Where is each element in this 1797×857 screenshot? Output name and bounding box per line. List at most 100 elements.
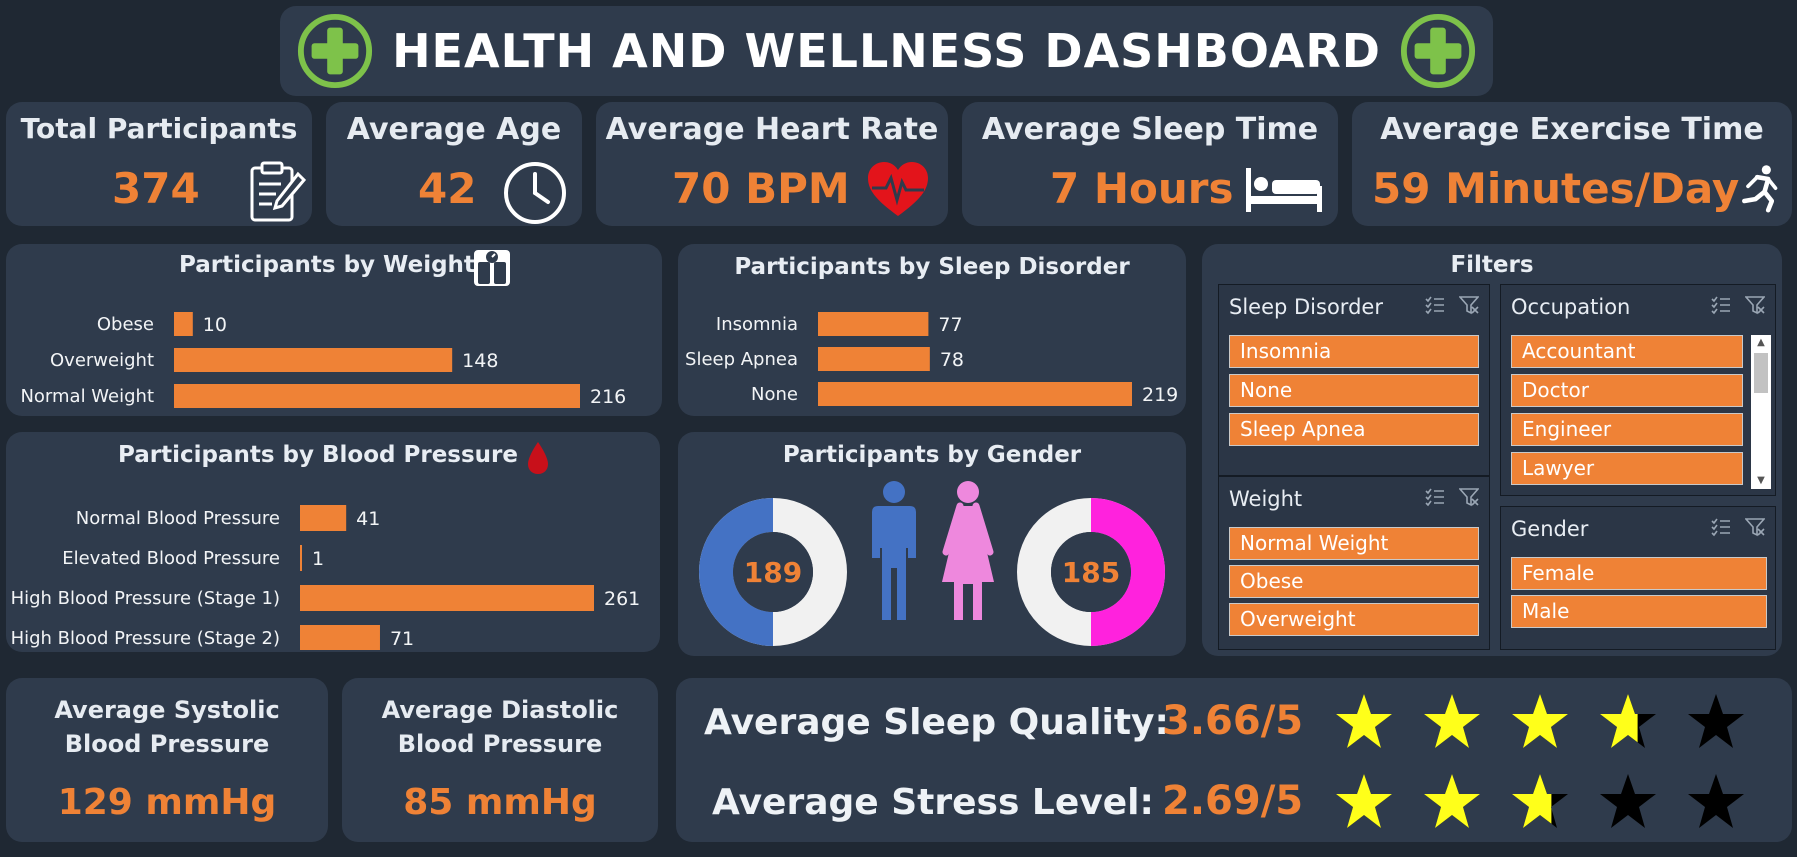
weight-slicer[interactable]: Weight Normal Weight Obese Overweight	[1218, 476, 1490, 650]
sleep-disorder-slicer[interactable]: Sleep Disorder Insomnia None Sleep Apnea	[1218, 284, 1490, 476]
bar-value-label: 77	[938, 314, 962, 336]
bar[interactable]	[818, 347, 930, 371]
slicer-item-sleep-apnea[interactable]: Sleep Apnea	[1229, 413, 1479, 446]
slicer-title: Occupation	[1511, 295, 1631, 319]
donut-segment	[699, 498, 774, 646]
scroll-up-arrow[interactable]: ▲	[1757, 337, 1765, 348]
bar-category-label: Insomnia	[716, 314, 798, 335]
heartbeat-icon	[868, 162, 928, 216]
slicer-title: Sleep Disorder	[1229, 295, 1383, 319]
systolic-value: 129 mmHg	[57, 782, 277, 823]
bar[interactable]	[300, 505, 347, 531]
sleep-quality-stars	[1328, 692, 1752, 752]
star-half-icon	[1600, 694, 1656, 748]
slicer-icons	[1425, 487, 1479, 507]
weight-chart-panel: Participants by Weight Obese 10 Overweight…	[6, 244, 662, 416]
dashboard-title: HEALTH AND WELLNESS DASHBOARD	[392, 24, 1381, 78]
slicer-item-overweight[interactable]: Overweight	[1229, 603, 1479, 636]
clipboard-icon	[250, 161, 306, 222]
chart-title: Participants by Blood Pressure	[118, 442, 518, 468]
sleep-quality-value: 3.66/5	[1162, 698, 1304, 744]
bar-value-label: 71	[390, 628, 414, 650]
bar-category-label: High Blood Pressure (Stage 2)	[11, 628, 280, 649]
bar-category-label: Normal Weight	[20, 386, 154, 407]
bar-value-label: 78	[940, 349, 964, 371]
bar-value-label: 219	[1142, 384, 1178, 406]
kpi-average-exercise-time: Average Exercise Time 59 Minutes/Day	[1352, 102, 1792, 226]
stress-level-label: Average Stress Level:	[712, 782, 1154, 823]
occupation-scrollbar[interactable]: ▲ ▼	[1751, 335, 1771, 489]
slicer-icons	[1711, 517, 1765, 537]
star-filled-icon	[1424, 694, 1480, 748]
bar[interactable]	[174, 384, 580, 408]
slicer-title: Weight	[1229, 487, 1303, 511]
donut-segment	[1090, 498, 1165, 646]
bar[interactable]	[818, 312, 929, 336]
select-all-icon[interactable]	[1711, 517, 1731, 537]
bar[interactable]	[818, 382, 1132, 406]
star-empty-icon	[1600, 774, 1656, 828]
weight-bar-chart: Obese 10 Overweight 148 Normal Weight 216	[20, 312, 626, 408]
kpi-value: 7 Hours	[1050, 164, 1234, 213]
star-filled-icon	[1336, 774, 1392, 828]
bar[interactable]	[300, 625, 380, 650]
sleep-disorder-bar-chart: Insomnia 77 Sleep Apnea 78 None 219	[685, 312, 1178, 406]
slicer-item-doctor[interactable]: Doctor	[1511, 374, 1743, 407]
diastolic-bp-card: Average Diastolic Blood Pressure 85 mmHg	[342, 678, 658, 842]
sleep-quality-label: Average Sleep Quality:	[704, 702, 1169, 743]
bar[interactable]	[300, 585, 594, 611]
bar-value-label: 41	[356, 508, 380, 530]
female-icon	[942, 481, 994, 620]
gender-donut[interactable]: 185	[1017, 498, 1165, 646]
select-all-icon[interactable]	[1711, 295, 1731, 315]
bar-value-label: 148	[462, 350, 498, 372]
scroll-thumb[interactable]	[1754, 353, 1768, 393]
donut-value: 185	[1062, 556, 1120, 589]
kpi-average-sleep-time: Average Sleep Time 7 Hours	[962, 102, 1338, 226]
slicer-item-accountant[interactable]: Accountant	[1511, 335, 1743, 368]
bar[interactable]	[174, 312, 193, 336]
bar-category-label: None	[751, 384, 798, 405]
bar-value-label: 1	[312, 548, 324, 570]
bar[interactable]	[174, 348, 453, 372]
card-title-line2: Blood Pressure	[64, 730, 270, 758]
slicer-title: Gender	[1511, 517, 1589, 541]
runner-icon	[1742, 165, 1778, 213]
slicer-item-insomnia[interactable]: Insomnia	[1229, 335, 1479, 368]
kpi-average-age: Average Age 42	[326, 102, 582, 226]
select-all-icon[interactable]	[1425, 295, 1445, 315]
slicer-item-none[interactable]: None	[1229, 374, 1479, 407]
kpi-title: Total Participants	[20, 112, 298, 145]
donut-value: 189	[744, 556, 802, 589]
bar[interactable]	[300, 545, 302, 571]
clear-filter-icon[interactable]	[1459, 487, 1479, 507]
stress-level-value: 2.69/5	[1162, 778, 1304, 824]
clear-filter-icon[interactable]	[1745, 295, 1765, 315]
medical-plus-icon	[1400, 13, 1475, 89]
slicer-item-lawyer[interactable]: Lawyer	[1511, 452, 1743, 485]
clear-filter-icon[interactable]	[1459, 295, 1479, 315]
occupation-slicer[interactable]: Occupation Accountant Doctor Engineer La…	[1500, 284, 1776, 496]
blood-pressure-chart-panel: Participants by Blood Pressure Normal Bl…	[6, 432, 660, 652]
donut-hole	[1051, 532, 1131, 612]
gender-slicer[interactable]: Gender Female Male	[1500, 506, 1776, 650]
bar-category-label: Overweight	[50, 350, 154, 371]
gender-donut[interactable]: 189	[699, 498, 847, 646]
blood-pressure-bar-chart: Normal Blood Pressure 41 Elevated Blood Pr…	[11, 505, 640, 650]
select-all-icon[interactable]	[1425, 487, 1445, 507]
bar-value-label: 216	[590, 386, 626, 408]
slicer-item-male[interactable]: Male	[1511, 595, 1767, 628]
slicer-item-engineer[interactable]: Engineer	[1511, 413, 1743, 446]
clear-filter-icon[interactable]	[1745, 517, 1765, 537]
slicer-icons	[1425, 295, 1479, 315]
star-filled-icon	[1512, 694, 1568, 748]
bar-value-label: 10	[203, 314, 227, 336]
scroll-down-arrow[interactable]: ▼	[1757, 475, 1765, 486]
kpi-value: 70 BPM	[672, 164, 850, 213]
kpi-value: 374	[112, 164, 200, 213]
slicer-item-normal-weight[interactable]: Normal Weight	[1229, 527, 1479, 560]
slicer-item-obese[interactable]: Obese	[1229, 565, 1479, 598]
kpi-title: Average Age	[346, 112, 562, 147]
slicer-icons	[1711, 295, 1765, 315]
slicer-item-female[interactable]: Female	[1511, 557, 1767, 590]
